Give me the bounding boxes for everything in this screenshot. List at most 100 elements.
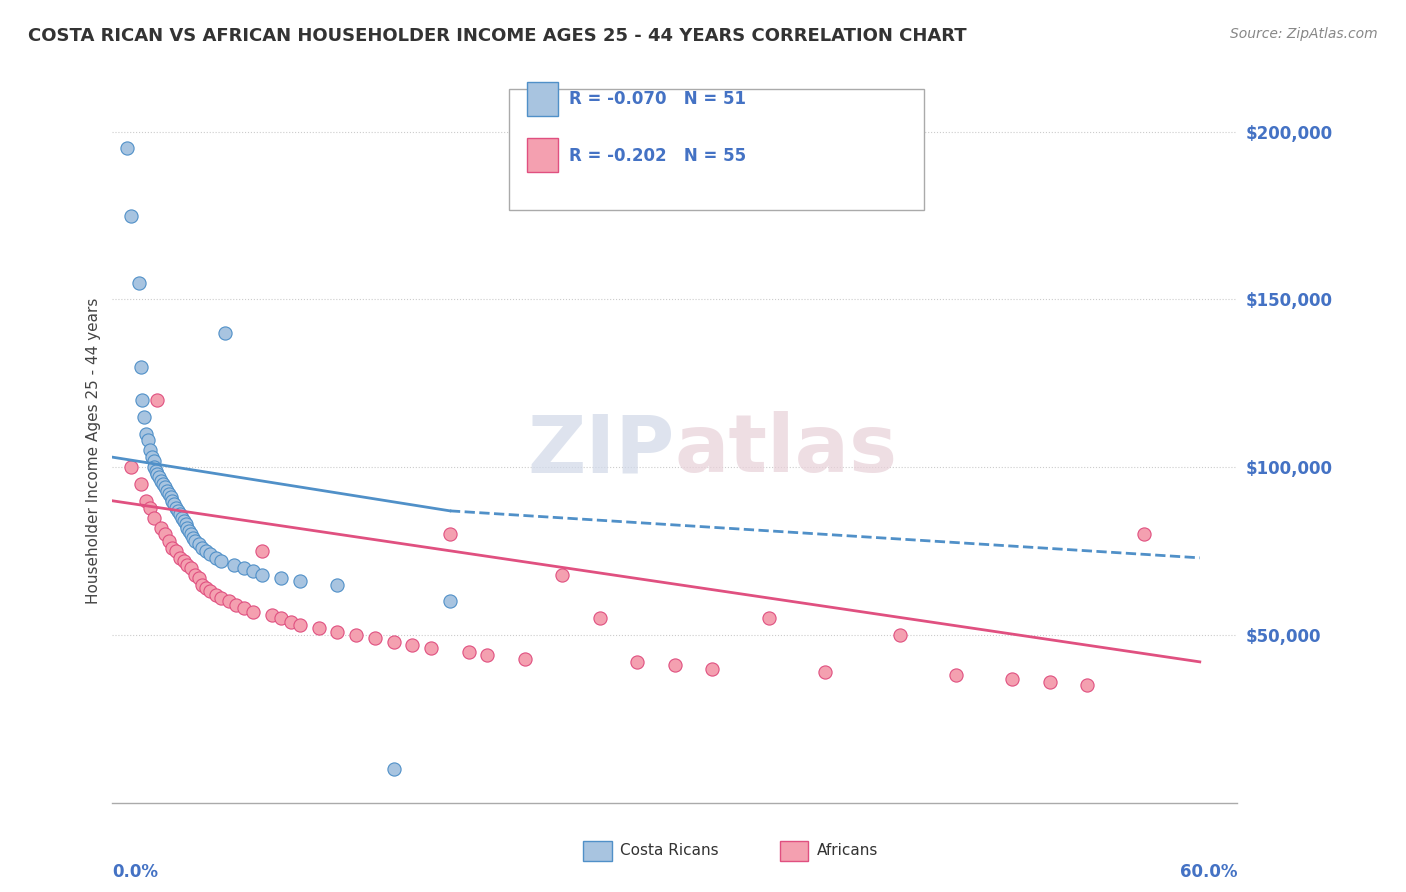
- Point: [626, 655, 648, 669]
- Point: [439, 527, 461, 541]
- Point: [204, 550, 226, 565]
- Text: R = -0.070   N = 51: R = -0.070 N = 51: [569, 90, 747, 108]
- Text: atlas: atlas: [675, 411, 898, 490]
- Point: [288, 618, 311, 632]
- Point: [224, 558, 246, 572]
- Point: [270, 611, 292, 625]
- Point: [252, 544, 274, 558]
- Point: [308, 621, 330, 635]
- Text: 0.0%: 0.0%: [112, 863, 159, 881]
- Point: [702, 662, 724, 676]
- Point: [129, 359, 152, 374]
- Point: [758, 611, 780, 625]
- Point: [401, 638, 423, 652]
- Point: [551, 567, 574, 582]
- Point: [129, 477, 152, 491]
- Point: [169, 507, 191, 521]
- Text: COSTA RICAN VS AFRICAN HOUSEHOLDER INCOME AGES 25 - 44 YEARS CORRELATION CHART: COSTA RICAN VS AFRICAN HOUSEHOLDER INCOM…: [28, 27, 967, 45]
- Point: [174, 517, 197, 532]
- Point: [120, 209, 142, 223]
- Point: [382, 762, 405, 776]
- Point: [191, 577, 214, 591]
- Point: [165, 544, 187, 558]
- Point: [150, 474, 173, 488]
- Point: [156, 483, 179, 498]
- Point: [153, 527, 176, 541]
- Point: [1076, 678, 1098, 692]
- Point: [1039, 675, 1062, 690]
- Point: [242, 605, 264, 619]
- Point: [232, 561, 254, 575]
- Point: [148, 470, 170, 484]
- Point: [146, 393, 169, 408]
- Y-axis label: Householder Income Ages 25 - 44 years: Householder Income Ages 25 - 44 years: [86, 297, 101, 604]
- Point: [184, 534, 207, 549]
- Point: [134, 409, 156, 424]
- Text: Costa Ricans: Costa Ricans: [620, 844, 718, 858]
- Point: [1001, 672, 1024, 686]
- Point: [209, 591, 232, 606]
- Point: [664, 658, 686, 673]
- Point: [589, 611, 612, 625]
- Point: [326, 577, 349, 591]
- Point: [191, 541, 214, 555]
- Point: [173, 514, 195, 528]
- Point: [167, 504, 190, 518]
- Point: [176, 521, 198, 535]
- Point: [139, 500, 162, 515]
- Point: [142, 453, 165, 467]
- Point: [477, 648, 499, 662]
- Point: [176, 558, 198, 572]
- Text: Source: ZipAtlas.com: Source: ZipAtlas.com: [1230, 27, 1378, 41]
- Point: [152, 477, 174, 491]
- Point: [260, 607, 283, 622]
- Point: [209, 554, 232, 568]
- Point: [198, 548, 221, 562]
- Point: [180, 527, 202, 541]
- Point: [179, 524, 201, 538]
- Text: Africans: Africans: [817, 844, 879, 858]
- Point: [204, 588, 226, 602]
- Point: [131, 393, 153, 408]
- Point: [141, 450, 163, 465]
- Point: [218, 594, 240, 608]
- Point: [1132, 527, 1154, 541]
- Point: [513, 651, 536, 665]
- Point: [117, 141, 139, 155]
- Point: [150, 521, 173, 535]
- Point: [326, 624, 349, 639]
- Point: [225, 598, 247, 612]
- Point: [173, 554, 195, 568]
- Point: [270, 571, 292, 585]
- Point: [814, 665, 837, 679]
- Point: [157, 534, 180, 549]
- Point: [280, 615, 302, 629]
- Point: [157, 487, 180, 501]
- Point: [153, 480, 176, 494]
- Point: [142, 510, 165, 524]
- Point: [344, 628, 367, 642]
- Point: [135, 493, 157, 508]
- Point: [136, 434, 159, 448]
- Point: [195, 581, 218, 595]
- Point: [139, 443, 162, 458]
- Point: [163, 497, 186, 511]
- Point: [159, 491, 181, 505]
- Point: [162, 493, 184, 508]
- Point: [382, 634, 405, 648]
- Point: [181, 531, 204, 545]
- Point: [184, 567, 207, 582]
- Point: [195, 544, 218, 558]
- Point: [120, 460, 142, 475]
- Point: [457, 645, 479, 659]
- Point: [187, 537, 209, 551]
- Point: [146, 467, 169, 481]
- Point: [214, 326, 236, 340]
- Point: [135, 426, 157, 441]
- Text: ZIP: ZIP: [527, 411, 675, 490]
- Point: [128, 276, 150, 290]
- Point: [889, 628, 911, 642]
- Point: [169, 550, 191, 565]
- Text: 60.0%: 60.0%: [1180, 863, 1237, 881]
- Point: [187, 571, 209, 585]
